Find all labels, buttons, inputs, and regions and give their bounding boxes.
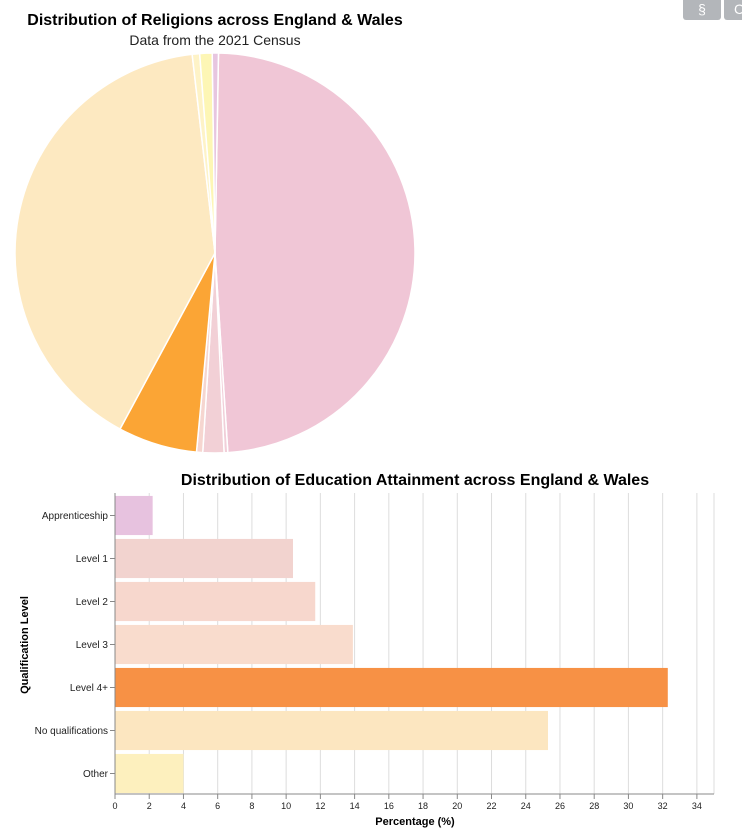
x-tick-label: 20: [452, 801, 462, 811]
religion-pie-chart: [14, 52, 416, 454]
x-tick-label: 34: [692, 801, 702, 811]
x-tick-label: 0: [112, 801, 117, 811]
y-tick-label: Level 3: [76, 640, 109, 651]
x-tick-label: 30: [623, 801, 633, 811]
x-tick-label: 22: [487, 801, 497, 811]
x-tick-label: 8: [249, 801, 254, 811]
x-tick-label: 28: [589, 801, 599, 811]
x-axis-label: Percentage (%): [375, 816, 455, 828]
y-tick-label: Other: [83, 769, 109, 780]
pie-slice-8: [211, 52, 220, 254]
bar-axes: Apprenticeship Level 1 Level 2 Level 3 Level…: [35, 493, 714, 811]
y-tick-label: Level 2: [76, 597, 109, 608]
bar-level-2: [115, 581, 316, 622]
x-tick-label: 24: [521, 801, 531, 811]
x-tick-label: 12: [315, 801, 325, 811]
bar-level-4-: [115, 667, 668, 708]
bar-no-qualifications: [115, 710, 548, 751]
y-tick-label: Level 1: [76, 554, 109, 565]
x-tick-label: 2: [147, 801, 152, 811]
corner-button[interactable]: C: [724, 0, 742, 20]
bar-other: [115, 753, 184, 794]
pie-chart-title: Distribution of Religions across England…: [27, 12, 403, 29]
x-tick-label: 6: [215, 801, 220, 811]
bar-level-3: [115, 624, 353, 665]
bar-level-1: [115, 538, 293, 579]
pie-slice-5: [14, 53, 216, 431]
x-tick-label: 16: [384, 801, 394, 811]
x-tick-label: 26: [555, 801, 565, 811]
x-tick-label: 18: [418, 801, 428, 811]
y-tick-label: Apprenticeship: [42, 511, 109, 522]
section-button[interactable]: §: [683, 0, 721, 20]
y-tick-label: Level 4+: [70, 683, 108, 694]
x-tick-label: 32: [658, 801, 668, 811]
y-tick-label: No qualifications: [35, 726, 108, 737]
pie-slices: [14, 52, 416, 454]
x-tick-label: 4: [181, 801, 186, 811]
bar-chart-title: Distribution of Education Attainment acr…: [180, 472, 650, 489]
pie-chart-subtitle: Data from the 2021 Census: [129, 32, 301, 48]
x-tick-label: 10: [281, 801, 291, 811]
x-tick-label: 14: [350, 801, 360, 811]
bar-apprenticeship: [115, 495, 153, 536]
bar-series: [115, 495, 668, 794]
y-axis-label: Qualification Level: [19, 596, 31, 694]
pie-slice-0: [214, 52, 416, 454]
